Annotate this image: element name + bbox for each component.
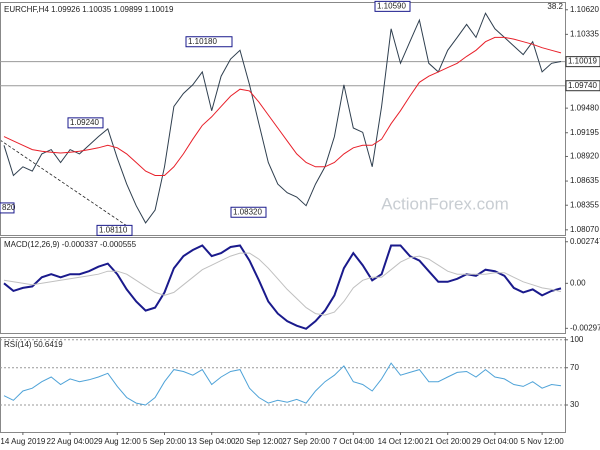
x-tick-label: 14 Aug 2019: [0, 437, 45, 446]
trend-line: [0, 139, 131, 229]
y-tick-label: 1.09480: [570, 103, 599, 112]
annotation-box: [374, 0, 411, 12]
y-tick-label: 0.002747: [570, 237, 600, 246]
annotation-label: 1.08110: [99, 225, 128, 234]
series-line: [3, 12, 562, 224]
y-tick-label: 1.09195: [570, 128, 599, 137]
panel-title: EURCHF,H4 1.09926 1.10035 1.09899 1.1001…: [4, 5, 174, 14]
x-tick-label: 14 Oct 12:00: [378, 437, 424, 446]
y-tick-label: 70: [570, 363, 579, 372]
y-tick-label: 30: [570, 400, 579, 409]
annotation-box: [185, 36, 233, 48]
level-box: [565, 80, 600, 92]
y-tick-label: 1.10620: [570, 5, 599, 14]
annotation-label: 820: [2, 203, 16, 212]
annotation-box: [0, 202, 15, 214]
panel-title: RSI(14) 50.6419: [4, 340, 63, 349]
panel-title: MACD(12,26,9) -0.000337 -0.000555: [4, 240, 137, 249]
y-tick-label: 1.08070: [570, 225, 599, 234]
y-tick-label: 100: [570, 335, 584, 344]
level-label: 1.10019: [568, 57, 597, 66]
panel-frame: [0, 337, 566, 433]
annotation-label: 1.08320: [233, 207, 262, 216]
x-tick-label: 29 Aug 12:00: [94, 437, 142, 446]
annotation-label: 1.10590: [377, 1, 406, 10]
y-tick-label: 1.08355: [570, 200, 599, 209]
series-line: [3, 362, 562, 406]
x-tick-label: 29 Oct 04:00: [472, 437, 518, 446]
y-tick-label: 0.00: [570, 278, 586, 287]
series-line: [3, 252, 562, 316]
x-tick-label: 13 Sep 04:00: [188, 437, 236, 446]
corner-note: 38.2: [547, 2, 563, 11]
y-tick-label: -0.002972: [570, 323, 600, 332]
level-box: [565, 56, 600, 68]
x-tick-label: 20 Sep 12:00: [235, 437, 283, 446]
x-tick-label: 27 Sep 20:00: [282, 437, 330, 446]
y-tick-label: 1.08635: [570, 176, 599, 185]
y-tick-label: 1.08920: [570, 152, 599, 161]
x-tick-label: 22 Aug 04:00: [47, 437, 95, 446]
annotation-box: [96, 224, 133, 236]
level-label: 1.09740: [568, 81, 597, 90]
annotation-box: [67, 117, 104, 129]
watermark: ActionForex.com: [381, 194, 509, 213]
series-line: [3, 36, 562, 176]
annotation-label: 1.09240: [70, 118, 99, 127]
annotation-box: [230, 206, 267, 218]
panel-frame: [0, 237, 566, 334]
x-tick-label: 21 Oct 20:00: [425, 437, 471, 446]
annotation-label: 1.10180: [188, 37, 217, 46]
x-tick-label: 7 Oct 04:00: [333, 437, 375, 446]
x-tick-label: 5 Sep 20:00: [143, 437, 187, 446]
x-tick-label: 5 Nov 12:00: [521, 437, 565, 446]
panel-frame: [0, 2, 566, 236]
y-tick-label: 1.10335: [570, 29, 599, 38]
